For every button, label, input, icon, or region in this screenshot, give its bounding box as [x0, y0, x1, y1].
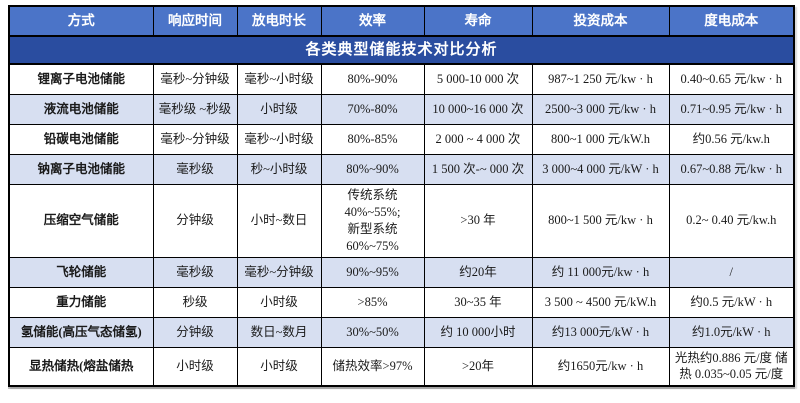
- table-row: 氢储能(高压气态储氢) 分钟级 数日~数月 30%~50% 约 10 000小时 约13 …: [8, 316, 795, 348]
- table-cell: 约 11 000元/kw · h: [531, 256, 670, 288]
- table-cell: 毫秒~分钟级: [236, 256, 322, 288]
- table-cell: 毫秒级 ~秒级: [152, 94, 238, 125]
- table-cell: 分钟级: [152, 184, 238, 258]
- table-cell: 0.71~0.95 元/kw · h: [668, 94, 795, 125]
- table-cell: 0.67~0.88 元/kw · h: [668, 154, 795, 185]
- table-cell: 小时级: [236, 94, 322, 125]
- table-cell: 秒级: [152, 286, 238, 318]
- table-cell: 800~1 000 元/kW.h: [531, 124, 670, 155]
- table-cell: 铅碳电池储能: [8, 124, 154, 155]
- table-row: 飞轮储能 毫秒级 毫秒~分钟级 90%~95% 约20年约 11 000元/kw · h…: [8, 256, 795, 288]
- table-cell: 1 500 次-~ 000 次: [423, 154, 533, 185]
- table-cell: 10 000~16 000 次: [423, 94, 533, 125]
- table-cell: >20年: [423, 346, 533, 387]
- column-header: 效率: [320, 5, 425, 37]
- table-cell: 800~1 500 元/kw · h: [531, 184, 670, 258]
- table-cell: 毫秒~分钟级: [152, 63, 238, 95]
- table-cell: 毫秒级: [152, 256, 238, 288]
- table-cell: 小时级: [236, 346, 322, 387]
- table-cell: 毫秒~小时级: [236, 63, 322, 95]
- table-cell: 储热效率>97%: [320, 346, 425, 387]
- title-section: 各类典型储能技术对比分析: [8, 35, 795, 65]
- table-row: 压缩空气储能 分钟级 小时~数日 传统系统 40%~55%; 新型系统 60%~75%…: [8, 184, 795, 258]
- table-cell: 90%~95%: [320, 256, 425, 288]
- table-cell: /: [668, 256, 795, 288]
- table-cell: 约1650元/kw · h: [531, 346, 670, 387]
- table-cell: 重力储能: [8, 286, 154, 318]
- table-row: 锂离子电池储能 毫秒~分钟级 毫秒~小时级 80%-90% 5 000-10 000 次…: [8, 63, 795, 95]
- table-row: 显热储热(熔盐储热 小时级 小时级 储热效率>97% >20年 约1650元/kw · h…: [8, 346, 795, 387]
- table-title: 各类典型储能技术对比分析: [8, 35, 795, 65]
- table-cell: 80%-85%: [320, 124, 425, 155]
- table-cell: 约13 000元/kW · h: [531, 316, 670, 348]
- table-cell: 钠离子电池储能: [8, 154, 154, 185]
- table-cell: 约0.56 元/kw.h: [668, 124, 795, 155]
- table-cell: 987~1 250 元/kw · h: [531, 63, 670, 95]
- table-cell: 液流电池储能: [8, 94, 154, 125]
- table-cell: 秒~小时级: [236, 154, 322, 185]
- table-cell: 2500~3 000 元/kw · h: [531, 94, 670, 125]
- table-cell: 2 000 ~ 4 000 次: [423, 124, 533, 155]
- table-body: 锂离子电池储能 毫秒~分钟级 毫秒~小时级 80%-90% 5 000-10 000 次…: [8, 63, 795, 387]
- table-cell: 小时~数日: [236, 184, 322, 258]
- table-cell: 约0.5 元/kW · h: [668, 286, 795, 318]
- table-cell: 锂离子电池储能: [8, 63, 154, 95]
- table-cell: 飞轮储能: [8, 256, 154, 288]
- table-cell: 小时级: [236, 286, 322, 318]
- column-header: 放电时长: [236, 5, 322, 37]
- table-cell: 分钟级: [152, 316, 238, 348]
- storage-comparison-table-wrap: 各类典型储能技术对比分析 方式 响应时间 放电时长 效率 寿命 投资成本 度电成本 锂离子电…: [8, 5, 795, 388]
- table-cell: >85%: [320, 286, 425, 318]
- table-title-row: 各类典型储能技术对比分析: [8, 35, 795, 65]
- column-header: 寿命: [423, 5, 533, 37]
- table-cell: 0.2~ 0.40 元/kw.h: [668, 184, 795, 258]
- table-cell: 压缩空气储能: [8, 184, 154, 258]
- table-cell: 3 500 ~ 4500 元/kW.h: [531, 286, 670, 318]
- table-cell: 光热约0.886 元/度 储热 0.035~0.05 元/度: [668, 346, 795, 387]
- column-header: 度电成本: [668, 5, 795, 37]
- table-cell: 70%-80%: [320, 94, 425, 125]
- table-cell: 5 000-10 000 次: [423, 63, 533, 95]
- table-cell: 80%-90%: [320, 63, 425, 95]
- table-cell: 毫秒~小时级: [236, 124, 322, 155]
- table-cell: 30~35 年: [423, 286, 533, 318]
- table-cell: >30 年: [423, 184, 533, 258]
- table-header: 方式 响应时间 放电时长 效率 寿命 投资成本 度电成本: [8, 5, 795, 37]
- table-cell: 30%~50%: [320, 316, 425, 348]
- table-cell: 显热储热(熔盐储热: [8, 346, 154, 387]
- table-header-row: 方式 响应时间 放电时长 效率 寿命 投资成本 度电成本: [8, 5, 795, 37]
- table-cell: 数日~数月: [236, 316, 322, 348]
- table-cell: 小时级: [152, 346, 238, 387]
- column-header: 响应时间: [152, 5, 238, 37]
- table-cell: 80%~90%: [320, 154, 425, 185]
- table-cell: 氢储能(高压气态储氢): [8, 316, 154, 348]
- column-header: 方式: [8, 5, 154, 37]
- column-header: 投资成本: [531, 5, 670, 37]
- table-cell: 3 000~4 000 元/kW · h: [531, 154, 670, 185]
- table-row: 铅碳电池储能 毫秒~分钟级 毫秒~小时级 80%-85% 2 000 ~ 4 000 次…: [8, 124, 795, 155]
- table-cell: 约 10 000小时: [423, 316, 533, 348]
- table-cell: 约20年: [423, 256, 533, 288]
- storage-comparison-table: 各类典型储能技术对比分析 方式 响应时间 放电时长 效率 寿命 投资成本 度电成本 锂离子电…: [8, 5, 795, 388]
- table-cell: 毫秒~分钟级: [152, 124, 238, 155]
- table-cell: 0.40~0.65 元/kw · h: [668, 63, 795, 95]
- table-cell: 毫秒级: [152, 154, 238, 185]
- table-cell: 传统系统 40%~55%; 新型系统 60%~75%: [320, 184, 425, 258]
- table-row: 液流电池储能 毫秒级 ~秒级 小时级 70%-80% 10 000~16 000 次 25…: [8, 94, 795, 125]
- table-cell: 约1.0元/kW · h: [668, 316, 795, 348]
